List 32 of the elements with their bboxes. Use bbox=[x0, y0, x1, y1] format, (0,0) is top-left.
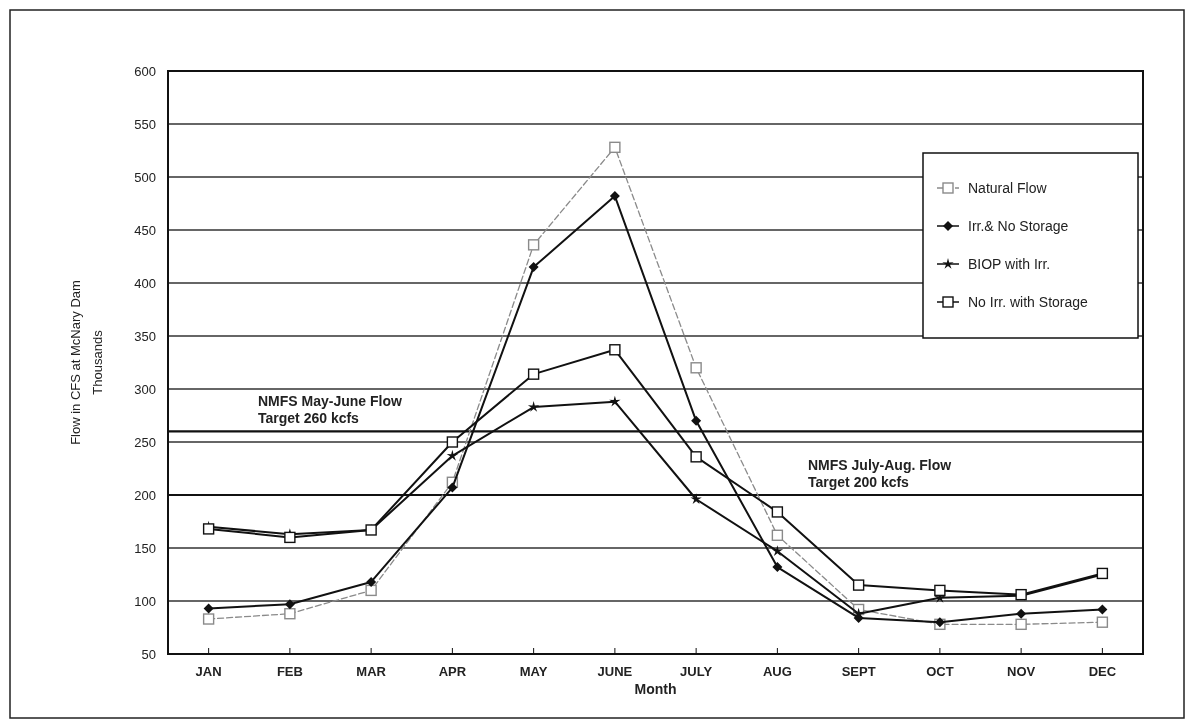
legend-label: No Irr. with Storage bbox=[968, 293, 1089, 310]
x-tick-label: SEPT bbox=[841, 664, 876, 679]
x-axis-title: Month bbox=[634, 681, 677, 697]
y-tick-label: 400 bbox=[134, 275, 156, 291]
y-tick-label: 450 bbox=[134, 222, 156, 238]
y-tick-label: 100 bbox=[134, 593, 156, 609]
y-tick-label: 250 bbox=[134, 434, 156, 450]
y-tick-label: 150 bbox=[134, 540, 156, 556]
x-tick-label: NOV bbox=[1007, 664, 1036, 679]
ref-line-label: NMFS July-Aug. Flow Target 200 kcfs bbox=[808, 457, 952, 490]
x-tick-label: MAY bbox=[519, 664, 548, 679]
x-tick-label: AUG bbox=[762, 664, 792, 679]
y-axis-title: Flow in CFS at McNary Dam Thousands bbox=[68, 280, 105, 445]
x-tick-label: DEC bbox=[1088, 664, 1117, 679]
legend-label: Natural Flow bbox=[968, 179, 1048, 196]
x-tick-label: JUNE bbox=[597, 664, 633, 679]
y-tick-label: 200 bbox=[134, 487, 156, 503]
y-tick-label: 50 bbox=[141, 646, 156, 662]
legend-label: Irr.& No Storage bbox=[968, 217, 1069, 234]
y-tick-label: 600 bbox=[134, 63, 156, 79]
y-tick-label: 300 bbox=[134, 381, 156, 397]
legend-label: BIOP with Irr. bbox=[968, 255, 1051, 272]
x-tick-label: MAR bbox=[356, 664, 387, 679]
x-tick-label: JAN bbox=[195, 664, 222, 679]
x-tick-label: FEB bbox=[276, 664, 303, 679]
x-tick-label: APR bbox=[438, 664, 467, 679]
y-tick-label: 500 bbox=[134, 169, 156, 185]
x-tick-label: OCT bbox=[926, 664, 954, 679]
ref-line-label: NMFS May-June Flow Target 260 kcfs bbox=[258, 393, 403, 427]
y-tick-label: 350 bbox=[134, 328, 156, 344]
y-tick-label: 550 bbox=[134, 116, 156, 132]
x-tick-label: JULY bbox=[680, 664, 713, 679]
